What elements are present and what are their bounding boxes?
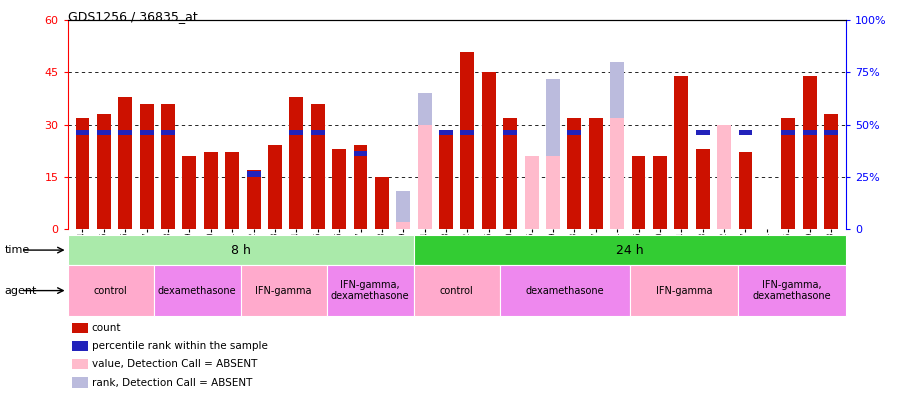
Bar xyxy=(739,130,752,135)
Bar xyxy=(717,125,731,229)
Bar xyxy=(310,104,325,229)
Text: 8 h: 8 h xyxy=(230,243,250,257)
Text: agent: agent xyxy=(4,286,37,296)
Bar xyxy=(118,130,132,135)
Bar xyxy=(118,97,132,229)
Bar xyxy=(140,130,154,135)
Bar xyxy=(803,76,816,229)
Bar xyxy=(290,97,303,229)
Bar xyxy=(76,117,89,229)
Bar xyxy=(76,130,89,135)
Bar xyxy=(68,235,413,265)
Bar xyxy=(781,117,796,229)
Bar xyxy=(354,151,367,156)
Text: control: control xyxy=(440,286,473,296)
Bar xyxy=(97,130,111,135)
Bar xyxy=(461,51,474,229)
Bar xyxy=(418,125,432,229)
Bar xyxy=(653,156,667,229)
Text: dexamethasone: dexamethasone xyxy=(526,286,604,296)
Bar xyxy=(327,265,413,316)
Text: dexamethasone: dexamethasone xyxy=(158,286,237,296)
Text: IFN-gamma,
dexamethasone: IFN-gamma, dexamethasone xyxy=(752,280,832,301)
Bar xyxy=(247,170,260,229)
Bar xyxy=(413,265,500,316)
Bar xyxy=(546,79,560,156)
Bar xyxy=(500,265,630,316)
Bar xyxy=(140,104,154,229)
Text: IFN-gamma: IFN-gamma xyxy=(256,286,312,296)
Bar xyxy=(738,265,846,316)
Bar xyxy=(161,130,175,135)
Bar xyxy=(439,135,453,229)
Text: percentile rank within the sample: percentile rank within the sample xyxy=(92,341,267,351)
Bar xyxy=(610,62,624,117)
Bar xyxy=(696,130,710,135)
Bar xyxy=(461,130,474,135)
Bar xyxy=(610,117,624,229)
Bar xyxy=(396,191,410,222)
Text: value, Detection Call = ABSENT: value, Detection Call = ABSENT xyxy=(92,360,257,369)
Bar xyxy=(803,130,816,135)
Text: rank, Detection Call = ABSENT: rank, Detection Call = ABSENT xyxy=(92,378,252,388)
Text: GDS1256 / 36835_at: GDS1256 / 36835_at xyxy=(68,10,197,23)
Bar xyxy=(332,149,347,229)
Bar xyxy=(567,130,581,135)
Bar xyxy=(503,130,517,135)
Bar xyxy=(632,156,645,229)
Bar xyxy=(247,171,260,177)
Bar xyxy=(68,265,154,316)
Bar xyxy=(525,156,538,229)
Bar xyxy=(203,152,218,229)
Bar xyxy=(375,177,389,229)
Bar xyxy=(630,265,738,316)
Text: count: count xyxy=(92,323,122,333)
Bar xyxy=(589,117,603,229)
Bar xyxy=(413,235,846,265)
Bar xyxy=(183,156,196,229)
Bar xyxy=(503,117,517,229)
Bar xyxy=(310,130,325,135)
Bar xyxy=(396,222,410,229)
Bar xyxy=(225,152,239,229)
Bar xyxy=(781,130,796,135)
Bar xyxy=(439,130,453,135)
Text: 24 h: 24 h xyxy=(616,243,644,257)
Text: IFN-gamma,
dexamethasone: IFN-gamma, dexamethasone xyxy=(331,280,410,301)
Bar xyxy=(482,72,496,229)
Bar xyxy=(290,130,303,135)
Bar xyxy=(154,265,240,316)
Bar xyxy=(240,265,327,316)
Bar xyxy=(97,114,111,229)
Text: time: time xyxy=(4,245,30,255)
Bar xyxy=(824,130,838,135)
Bar xyxy=(354,145,367,229)
Bar xyxy=(824,114,838,229)
Bar xyxy=(418,93,432,125)
Bar xyxy=(739,152,752,229)
Bar xyxy=(546,156,560,229)
Bar xyxy=(268,145,282,229)
Bar xyxy=(567,117,581,229)
Bar xyxy=(696,149,710,229)
Bar xyxy=(161,104,175,229)
Bar xyxy=(674,76,688,229)
Text: IFN-gamma: IFN-gamma xyxy=(655,286,712,296)
Text: control: control xyxy=(94,286,128,296)
